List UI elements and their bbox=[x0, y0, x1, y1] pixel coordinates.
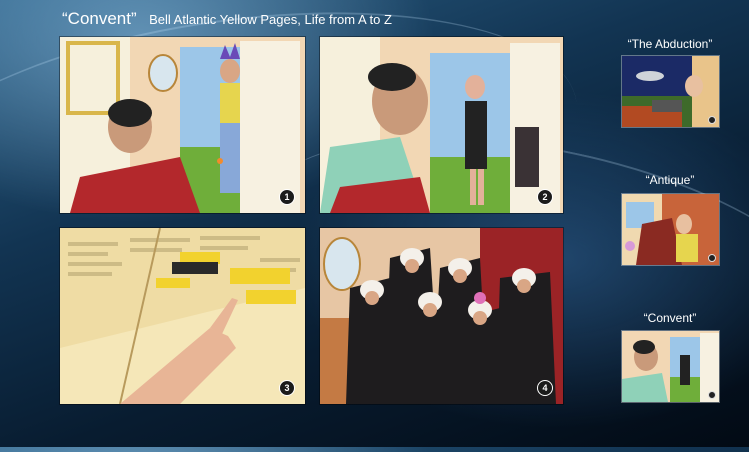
panel-number-badge: 3 bbox=[279, 380, 295, 396]
panel-2-illustration bbox=[320, 37, 563, 213]
panel-number-badge: 1 bbox=[279, 189, 295, 205]
thumbnail-convent[interactable] bbox=[621, 330, 720, 403]
page-subtitle: Bell Atlantic Yellow Pages, Life from A … bbox=[149, 12, 392, 27]
thumbnail-antique[interactable] bbox=[621, 193, 720, 266]
thumbnail-antique-image bbox=[622, 194, 719, 265]
sidebar-label-convent: “Convent” bbox=[643, 311, 697, 325]
panel-number-badge: 2 bbox=[537, 189, 553, 205]
sidebar-label-antique: “Antique” bbox=[645, 173, 695, 187]
storyboard-panel-3: 3 bbox=[59, 227, 306, 405]
sidebar-label-the-abduction: “The Abduction” bbox=[627, 37, 713, 51]
panel-3-illustration bbox=[60, 228, 305, 404]
storyboard-panel-1: 1 bbox=[59, 36, 306, 214]
page-header: “Convent” Bell Atlantic Yellow Pages, Li… bbox=[62, 9, 392, 29]
thumbnail-the-abduction-image bbox=[622, 56, 719, 127]
storyboard-panel-4: 4 bbox=[319, 227, 564, 405]
thumbnail-marker bbox=[708, 391, 716, 399]
page-title: “Convent” bbox=[62, 9, 137, 28]
panel-4-illustration bbox=[320, 228, 563, 404]
thumbnail-marker bbox=[708, 116, 716, 124]
panel-1-illustration bbox=[60, 37, 305, 213]
thumbnail-convent-image bbox=[622, 331, 719, 402]
thumbnail-marker bbox=[708, 254, 716, 262]
storyboard-panel-2: 2 bbox=[319, 36, 564, 214]
panel-number-badge: 4 bbox=[537, 380, 553, 396]
thumbnail-the-abduction[interactable] bbox=[621, 55, 720, 128]
